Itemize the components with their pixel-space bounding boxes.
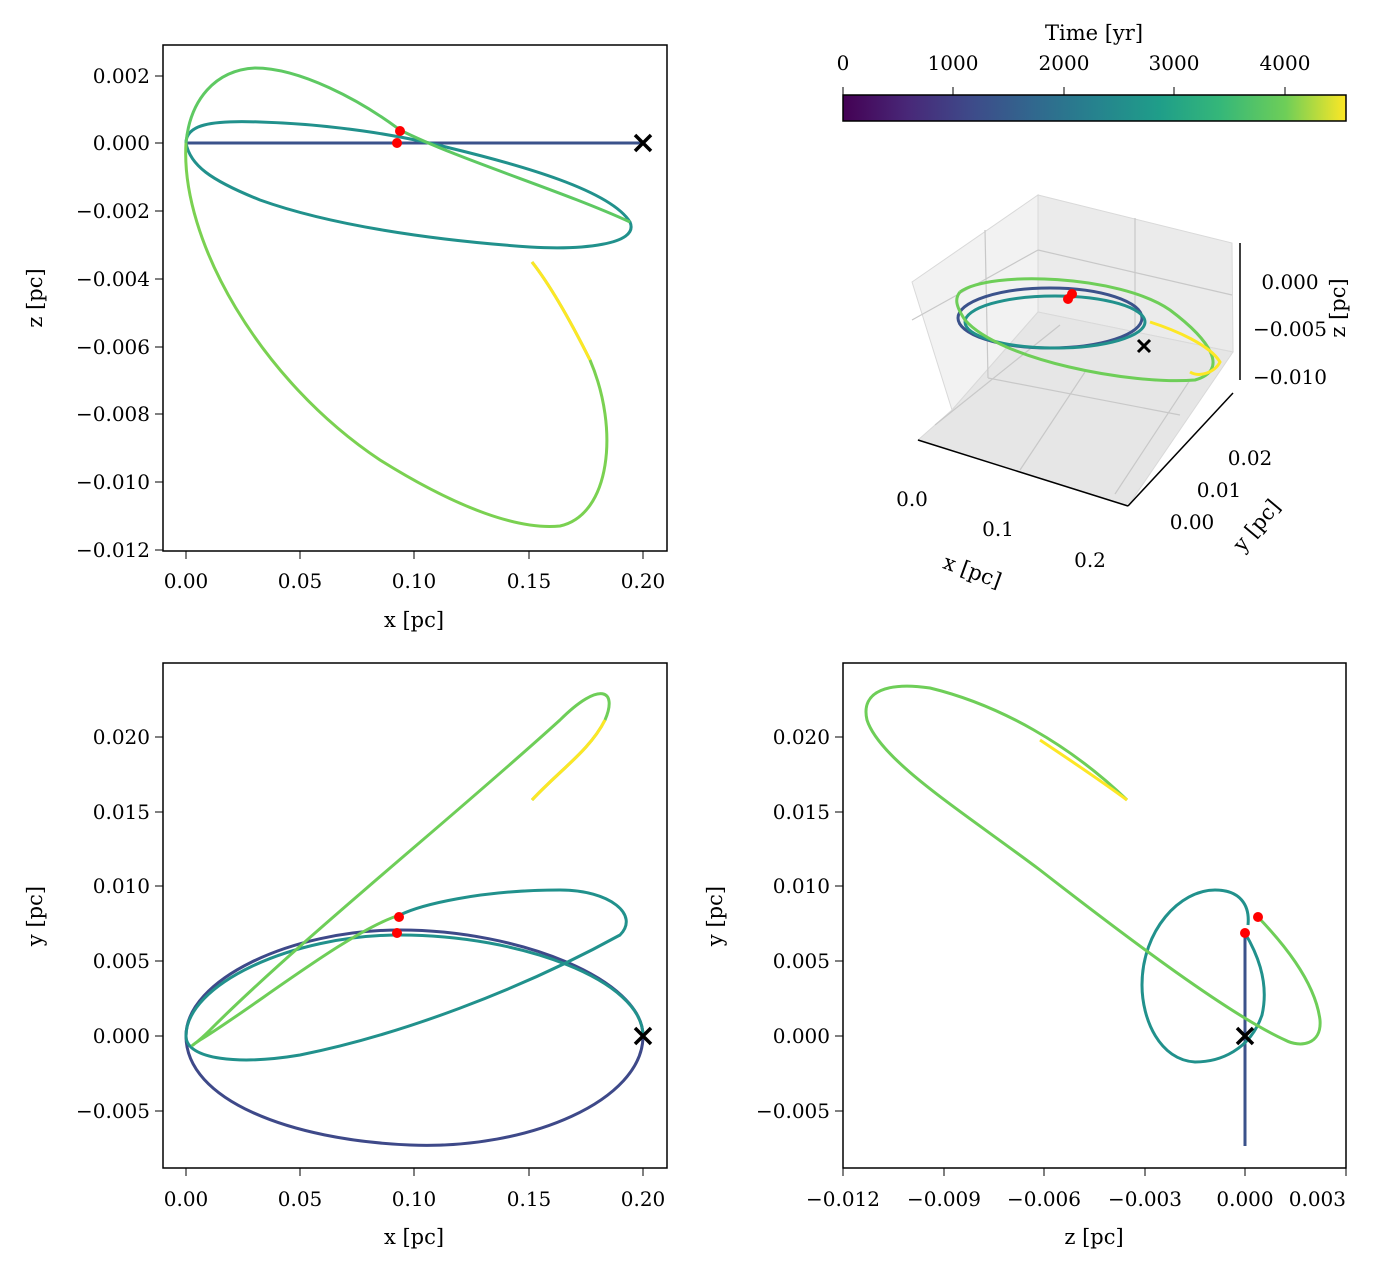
red-marker xyxy=(392,928,402,938)
tick-label: −0.005 xyxy=(756,1099,830,1123)
colorbar-label: Time [yr] xyxy=(1045,21,1143,45)
trajectory-xy xyxy=(184,692,645,1147)
x-axis-label: x [pc] xyxy=(384,608,444,632)
y-axis-line xyxy=(1127,392,1234,507)
tick-label: −0.006 xyxy=(1007,1187,1081,1211)
colorbar-tick: 3000 xyxy=(1149,51,1200,75)
tick-label: 0.02 xyxy=(1228,446,1273,470)
y-ticks: 0.020 0.015 0.010 0.005 0.000 −0.005 xyxy=(756,725,843,1123)
tick-label: −0.003 xyxy=(1108,1187,1182,1211)
start-x-marker xyxy=(1136,338,1152,354)
tick-label: 0.20 xyxy=(621,569,666,593)
tick-label: 0.003 xyxy=(1289,1187,1346,1211)
tick-label: 0.020 xyxy=(93,725,150,749)
start-x-marker xyxy=(633,1026,653,1046)
x-axis-label: x [pc] xyxy=(384,1225,444,1249)
tick-label: 0.010 xyxy=(773,874,830,898)
y-axis-label: y [pc] xyxy=(23,886,47,947)
x-ticks: −0.012 −0.009 −0.006 −0.003 0.000 0.003 xyxy=(806,1168,1347,1211)
tick-label: 0.05 xyxy=(278,569,323,593)
tick-label: 0.01 xyxy=(1197,478,1242,502)
axes-frame xyxy=(842,662,1347,1169)
tick-label: −0.010 xyxy=(1253,365,1327,389)
red-marker xyxy=(1240,928,1250,938)
colorbar-tick: 1000 xyxy=(928,51,979,75)
z-axis-label: z [pc] xyxy=(1326,278,1350,337)
y-axis-label: z [pc] xyxy=(23,268,47,327)
panel-xy: 0.00 0.05 0.10 0.15 0.20 0.020 0.015 0.0… xyxy=(23,662,668,1249)
colorbar: Time [yr] 0 1000 2000 3000 4000 xyxy=(837,21,1347,122)
colorbar-gradient xyxy=(842,94,1347,122)
tick-label: 0.000 xyxy=(93,1024,150,1048)
x-axis-label: x [pc] xyxy=(940,550,1005,593)
start-x-marker xyxy=(633,133,653,153)
tick-label: 0.002 xyxy=(93,64,150,88)
ticks-3d: 0.0 0.1 0.2 0.00 0.01 0.02 0.000 −0.005 … xyxy=(896,270,1327,572)
colorbar-tick: 4000 xyxy=(1260,51,1311,75)
tick-label: −0.006 xyxy=(76,335,150,359)
y-axis-label: y [pc] xyxy=(1227,495,1285,557)
tick-label: −0.009 xyxy=(907,1187,981,1211)
tick-label: 0.2 xyxy=(1074,548,1106,572)
tick-label: −0.012 xyxy=(806,1187,880,1211)
x-axis-label: z [pc] xyxy=(1064,1225,1123,1249)
red-marker xyxy=(1253,912,1263,922)
panel-xz: 0.00 0.05 0.10 0.15 0.20 0.002 0.000 −0.… xyxy=(23,44,668,632)
tick-label: 0.005 xyxy=(93,949,150,973)
tick-label: 0.05 xyxy=(278,1187,323,1211)
axes-frame xyxy=(162,662,668,1169)
y-ticks: 0.002 0.000 −0.002 −0.004 −0.006 −0.008 … xyxy=(76,64,163,562)
tick-label: 0.10 xyxy=(392,1187,437,1211)
tick-label: 0.000 xyxy=(93,131,150,155)
x-ticks: 0.00 0.05 0.10 0.15 0.20 xyxy=(164,551,666,593)
red-marker xyxy=(395,126,405,136)
orbit-3d xyxy=(955,277,1222,383)
red-marker xyxy=(392,138,402,148)
colorbar-ticks: 0 1000 2000 3000 4000 xyxy=(837,51,1311,95)
tick-label: 0.015 xyxy=(773,800,830,824)
tick-label: 0.15 xyxy=(507,569,552,593)
panel-3d: 0.0 0.1 0.2 0.00 0.01 0.02 0.000 −0.005 … xyxy=(896,194,1350,593)
panel-zy: −0.012 −0.009 −0.006 −0.003 0.000 0.003 … xyxy=(703,662,1347,1249)
tick-label: 0.1 xyxy=(982,517,1014,541)
trajectory-xz xyxy=(184,66,643,528)
tick-label: 0.000 xyxy=(773,1024,830,1048)
tick-label: 0.005 xyxy=(773,949,830,973)
colorbar-tick: 2000 xyxy=(1039,51,1090,75)
tick-label: 0.010 xyxy=(93,874,150,898)
tick-label: 0.20 xyxy=(621,1187,666,1211)
tick-label: −0.002 xyxy=(76,199,150,223)
axes-frame xyxy=(162,44,668,552)
red-marker xyxy=(394,912,404,922)
tick-label: 0.00 xyxy=(164,569,209,593)
tick-label: 0.15 xyxy=(507,1187,552,1211)
x-ticks: 0.00 0.05 0.10 0.15 0.20 xyxy=(164,1168,666,1211)
tick-label: −0.012 xyxy=(76,538,150,562)
tick-label: −0.010 xyxy=(76,470,150,494)
tick-label: 0.10 xyxy=(392,569,437,593)
pane-floor xyxy=(917,311,1234,507)
tick-label: −0.008 xyxy=(76,402,150,426)
trajectory-zy xyxy=(864,684,1322,1146)
x-axis-line xyxy=(917,439,1129,507)
tick-label: 0.015 xyxy=(93,800,150,824)
tick-label: −0.005 xyxy=(1253,317,1327,341)
tick-label: 0.020 xyxy=(773,725,830,749)
tick-label: −0.004 xyxy=(76,267,150,291)
tick-label: 0.0 xyxy=(896,487,928,511)
y-ticks: 0.020 0.015 0.010 0.005 0.000 −0.005 xyxy=(76,725,163,1123)
start-x-marker xyxy=(1235,1026,1255,1046)
tick-label: −0.005 xyxy=(76,1099,150,1123)
tick-label: 0.000 xyxy=(1261,270,1318,294)
tick-label: 0.000 xyxy=(1216,1187,1273,1211)
tick-label: 0.00 xyxy=(1170,510,1215,534)
red-marker xyxy=(1063,294,1073,304)
y-axis-label: y [pc] xyxy=(703,886,727,947)
tick-label: 0.00 xyxy=(164,1187,209,1211)
colorbar-tick: 0 xyxy=(837,51,850,75)
